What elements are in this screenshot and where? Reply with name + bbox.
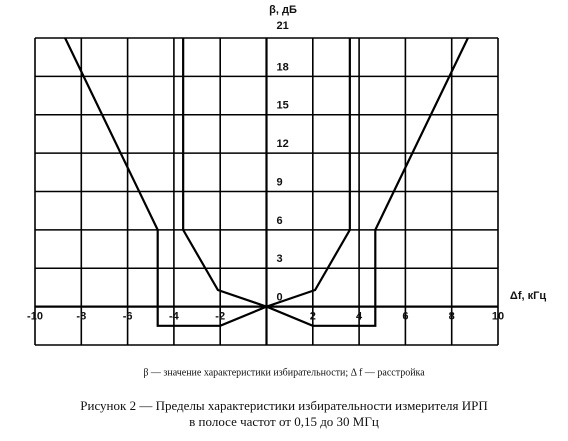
y-tick-label: 6	[277, 215, 283, 227]
x-tick-label: 6	[402, 311, 408, 323]
x-tick-label: -10	[27, 311, 43, 323]
y-tick-label: 21	[277, 20, 289, 32]
y-tick-label: 0	[277, 292, 283, 304]
x-tick-label: -4	[169, 311, 180, 323]
y-axis-title: β, дБ	[269, 4, 297, 16]
x-tick-label: -6	[123, 311, 133, 323]
x-tick-label: -8	[76, 311, 86, 323]
caption-line: в полосе частот от 0,15 до 30 МГц	[189, 414, 379, 429]
x-tick-label: 8	[449, 311, 455, 323]
x-tick-label: -2	[215, 311, 225, 323]
y-tick-label: 9	[277, 176, 283, 188]
y-tick-label: 18	[277, 61, 289, 73]
x-tick-label: 10	[492, 311, 504, 323]
y-tick-label: 12	[277, 138, 289, 150]
y-tick-label: 15	[277, 100, 289, 112]
y-tick-label: 3	[277, 253, 283, 265]
x-tick-label: 4	[356, 311, 363, 323]
caption-line: Рисунок 2 — Пределы характеристики избир…	[80, 398, 487, 413]
limit-line	[182, 38, 351, 308]
note: β — значение характеристики избирательно…	[143, 367, 425, 378]
x-axis-title: Δf, кГц	[510, 290, 546, 302]
x-tick-label: 2	[310, 311, 316, 323]
